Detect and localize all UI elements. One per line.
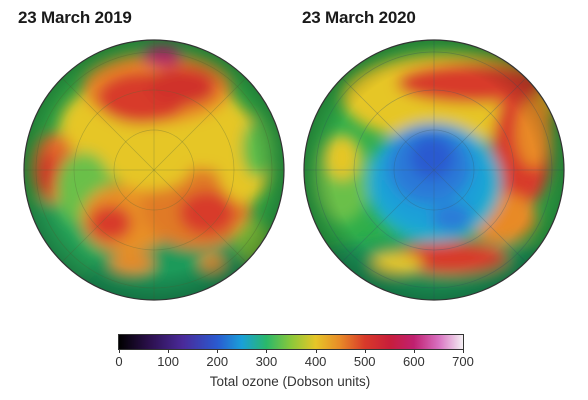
panel-title-2020: 23 March 2020 [302, 8, 416, 27]
colorbar-tick-label: 500 [353, 354, 376, 369]
colorbar-tick-mark [463, 349, 464, 353]
colorbar-tick-mark [266, 349, 268, 353]
ozone-map-2020 [303, 39, 565, 301]
colorbar-tick-mark [217, 349, 219, 353]
colorbar-tick-label: 700 [452, 354, 474, 369]
colorbar-tick-label: 200 [206, 354, 229, 369]
colorbar-tick-mark [364, 349, 366, 353]
colorbar-tick-mark [168, 349, 170, 353]
colorbar-tick-label: 600 [402, 354, 425, 369]
colorbar-tick-label: 400 [304, 354, 327, 369]
colorbar-tick-mark [315, 349, 317, 353]
colorbar-tick-mark [119, 349, 120, 353]
colorbar-gradient [118, 334, 464, 350]
colorbar-tick-mark [413, 349, 415, 353]
colorbar-tick-label: 300 [255, 354, 278, 369]
ozone-map-2019 [23, 39, 285, 301]
colorbar-tick-label: 0 [115, 354, 123, 369]
panel-title-2019: 23 March 2019 [18, 8, 132, 27]
colorbar-tick-label: 100 [157, 354, 179, 369]
colorbar-caption: Total ozone (Dobson units) [209, 374, 371, 389]
